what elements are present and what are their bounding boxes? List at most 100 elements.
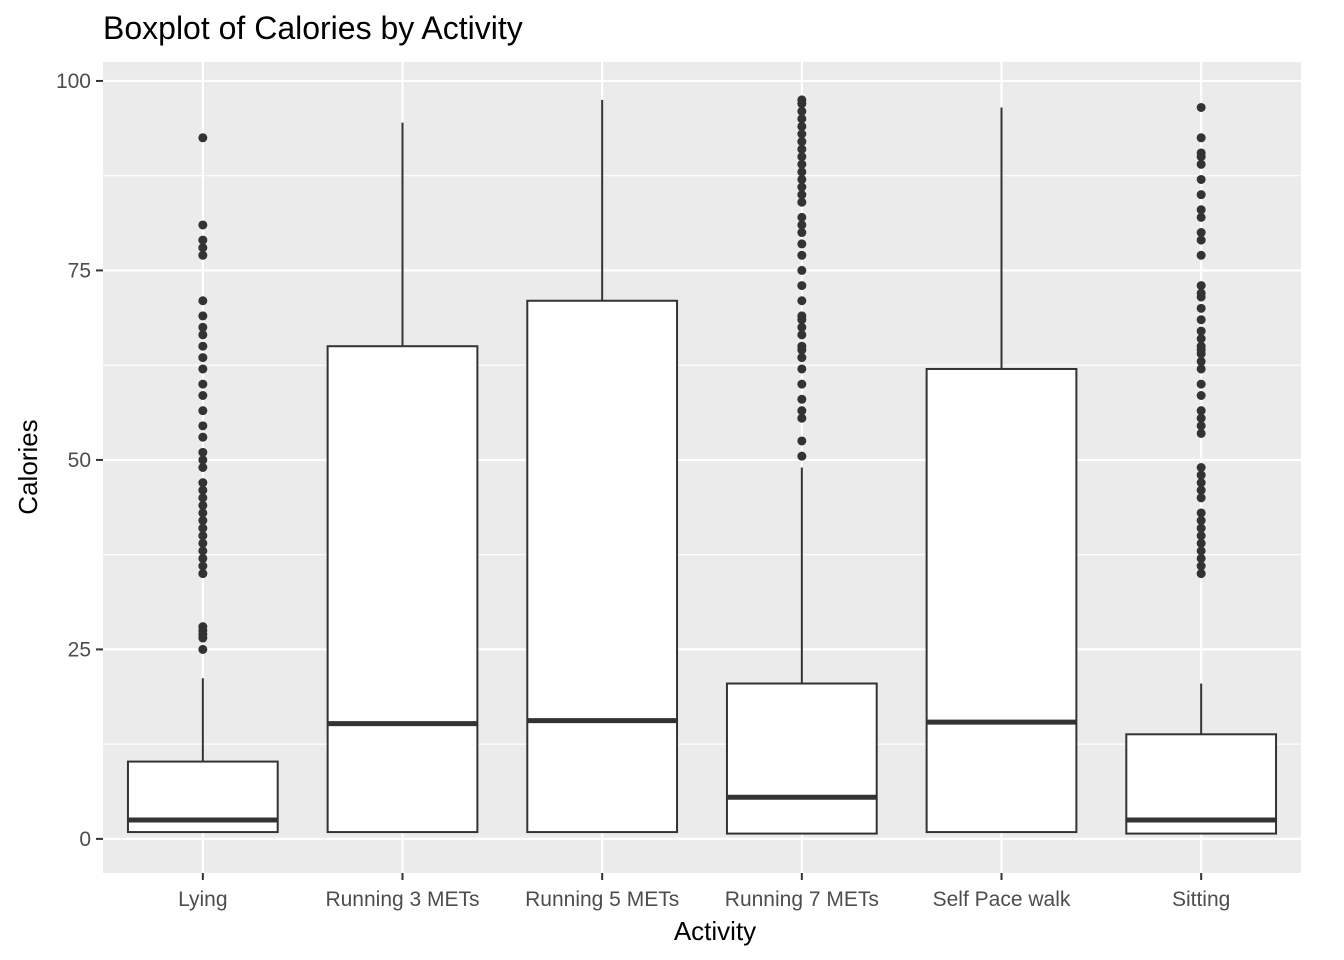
outlier-point	[1196, 478, 1206, 488]
outlier-point	[797, 436, 807, 446]
outlier-point	[1196, 205, 1206, 215]
outlier-point	[1196, 463, 1206, 472]
x-tick-label: Running 7 METs	[725, 888, 879, 911]
x-tick-label: Running 3 METs	[325, 888, 479, 911]
outlier-point	[797, 144, 807, 154]
outlier-point	[198, 644, 208, 654]
box-3	[526, 99, 679, 834]
outlier-point	[1196, 334, 1206, 344]
outlier-point	[1196, 364, 1206, 374]
outlier-point	[797, 265, 807, 275]
box-iqr	[1125, 733, 1278, 835]
y-tick-label: 75	[68, 259, 91, 282]
outlier-point	[198, 311, 208, 321]
outlier-point	[1196, 516, 1206, 526]
box-iqr	[925, 367, 1078, 834]
outlier-point	[198, 322, 208, 332]
outlier-point	[1196, 390, 1206, 400]
outlier-point	[797, 281, 807, 291]
y-tick-label: 25	[68, 638, 91, 661]
outlier-point	[797, 239, 807, 249]
outlier-point	[1196, 428, 1206, 438]
axes: 0 25 50 75 100 Lying Running 3 METs Running 5 M…	[56, 70, 1230, 911]
outlier-point	[198, 546, 208, 556]
outlier-point	[797, 182, 807, 192]
outlier-point	[797, 311, 807, 321]
outlier-point	[198, 421, 208, 431]
box-6	[1125, 102, 1278, 835]
outlier-point	[1196, 250, 1206, 260]
box-iqr	[725, 682, 878, 835]
outlier-point	[198, 508, 208, 518]
outlier-point	[797, 129, 807, 139]
outlier-point	[198, 341, 208, 351]
outlier-point	[198, 353, 208, 363]
outlier-point	[1196, 356, 1206, 366]
x-tick-label: Running 5 METs	[525, 888, 679, 911]
outlier-point	[198, 622, 208, 632]
outlier-point	[198, 561, 208, 571]
outlier-point	[797, 106, 807, 116]
outlier-point	[198, 478, 208, 488]
y-axis-label: Calories	[13, 419, 43, 514]
x-tick-label: Self Pace walk	[933, 888, 1071, 911]
outlier-point	[797, 322, 807, 332]
outlier-point	[797, 137, 807, 147]
outlier-point	[1196, 379, 1206, 389]
outlier-point	[797, 379, 807, 389]
outlier-point	[1196, 470, 1206, 480]
outlier-point	[198, 569, 208, 579]
outlier-point	[198, 455, 208, 465]
box-iqr	[526, 299, 679, 834]
outlier-point	[1196, 406, 1206, 416]
x-tick-label: Sitting	[1172, 888, 1230, 911]
outlier-point	[797, 364, 807, 374]
outlier-point	[198, 235, 208, 245]
outlier-point	[797, 174, 807, 184]
outlier-point	[198, 493, 208, 503]
outlier-point	[1196, 102, 1206, 112]
outlier-point	[1196, 485, 1206, 495]
outlier-point	[797, 413, 807, 423]
outlier-point	[1196, 341, 1206, 351]
outlier-point	[1196, 508, 1206, 518]
outlier-point	[1196, 561, 1206, 571]
outlier-point	[797, 190, 807, 200]
outlier-point	[1196, 174, 1206, 184]
outlier-point	[198, 250, 208, 260]
outlier-point	[1196, 212, 1206, 222]
outlier-point	[1196, 546, 1206, 556]
box-2	[326, 122, 479, 834]
outlier-point	[1196, 148, 1206, 158]
outlier-point	[1196, 288, 1206, 298]
x-tick-label: Lying	[178, 888, 227, 911]
outlier-point	[1196, 413, 1206, 423]
outlier-point	[1196, 538, 1206, 548]
outlier-point	[797, 406, 807, 416]
outlier-point	[1196, 228, 1206, 238]
outlier-point	[198, 432, 208, 442]
outlier-point	[797, 220, 807, 230]
outlier-point	[797, 296, 807, 306]
outlier-point	[1196, 493, 1206, 503]
outlier-point	[198, 447, 208, 457]
outlier-point	[797, 451, 807, 461]
outlier-point	[1196, 190, 1206, 200]
outlier-point	[198, 243, 208, 253]
x-axis-label: Activity	[674, 916, 756, 946]
box-1	[126, 133, 279, 834]
outlier-point	[797, 197, 807, 207]
outlier-point	[198, 516, 208, 526]
y-tick-label: 50	[68, 449, 91, 472]
outlier-point	[198, 553, 208, 563]
outlier-point	[797, 152, 807, 162]
outlier-point	[1196, 315, 1206, 325]
outlier-point	[797, 95, 807, 105]
outlier-point	[797, 250, 807, 260]
outlier-point	[198, 330, 208, 340]
outlier-point	[1196, 523, 1206, 533]
y-tick-label: 0	[79, 828, 91, 851]
outlier-point	[797, 394, 807, 404]
outlier-point	[1196, 281, 1206, 291]
